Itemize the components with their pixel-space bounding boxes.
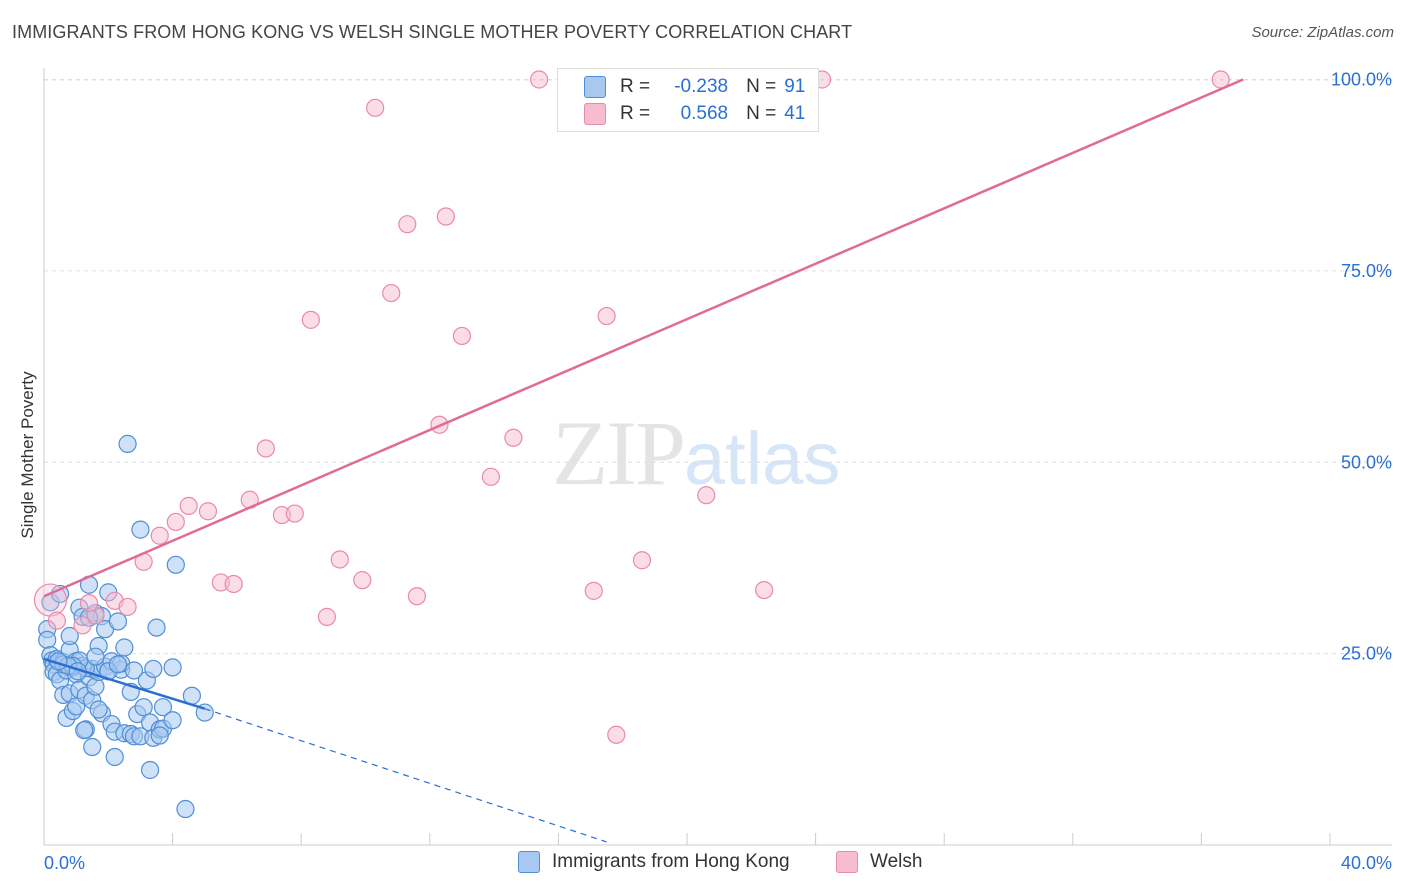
point-hong-kong [105,747,124,767]
point-welsh [632,551,652,570]
series-welsh-points [33,70,1230,744]
legend-r-label: R = [620,103,651,124]
point-hong-kong [144,659,163,679]
point-welsh [198,502,218,521]
point-welsh [407,587,427,606]
legend-n-value: 91 [784,76,806,97]
point-welsh [224,574,243,594]
point-welsh [607,725,626,744]
point-welsh [366,98,385,117]
trend-line-hong-kong [43,657,206,710]
point-hong-kong [124,661,144,680]
trend-lines [43,78,1244,843]
bottom-legend-hong-kong[interactable]: Immigrants from Hong Kong [518,851,790,873]
point-hong-kong [60,626,79,646]
tick-labels: 25.0% 50.0% 75.0% 100.0% 0.0% 40.0% [44,70,1392,874]
point-welsh [256,439,275,458]
point-welsh [301,310,320,329]
y-tick-label: 100.0% [1331,70,1392,90]
point-hong-kong [38,630,57,649]
correlation-legend: R = -0.238 N = 91 R = 0.568 N = 41 [557,68,819,132]
point-hong-kong [163,711,182,730]
bottom-legend-label: Welsh [870,851,923,872]
point-welsh [317,607,337,626]
point-welsh [118,597,137,617]
gridlines [44,79,1392,655]
point-welsh [382,283,401,303]
point-hong-kong [83,737,102,757]
legend-swatch-pink [584,103,606,125]
point-hong-kong [108,655,128,674]
y-tick-label: 50.0% [1341,452,1392,472]
y-tick-label: 25.0% [1341,644,1392,664]
y-axis-label: Single Mother Poverty [18,371,37,539]
point-welsh [285,504,304,523]
point-welsh [330,550,349,569]
legend-row-hong-kong: R = -0.238 N = 91 [584,74,805,100]
point-hong-kong [108,612,128,631]
point-welsh [398,215,417,234]
legend-n-label: N = [746,103,777,124]
point-welsh [755,580,774,600]
series-hong-kong-points [38,434,214,819]
legend-row-welsh: R = 0.568 N = 41 [584,101,805,127]
point-hong-kong [153,698,173,717]
point-welsh [150,526,169,545]
point-hong-kong [89,700,108,719]
bottom-legend-swatch-blue [518,851,540,873]
y-tick-label: 75.0% [1341,261,1392,281]
point-welsh [73,616,92,635]
bottom-legend-label: Immigrants from Hong Kong [552,851,790,872]
point-welsh [584,581,603,600]
point-welsh [697,486,716,505]
x-tick-label-max: 40.0% [1341,853,1392,873]
watermark-zip: ZIP [552,402,686,504]
point-hong-kong [118,434,137,453]
point-hong-kong [86,647,105,666]
point-welsh [166,512,185,532]
point-welsh [452,326,472,346]
point-welsh [504,428,523,447]
point-hong-kong [131,520,150,539]
point-hong-kong [150,726,169,745]
legend-r-label: R = [620,76,651,97]
point-hong-kong [115,638,134,657]
trend-line-hong-kong-extension [204,708,607,843]
point-welsh [47,611,66,630]
legend-n-value: 41 [784,103,806,124]
trend-line-welsh [43,78,1244,598]
bottom-legend-welsh[interactable]: Welsh [836,851,922,873]
legend-n-label: N = [746,76,777,97]
point-hong-kong [166,555,185,574]
point-hong-kong [140,760,160,780]
point-welsh [353,571,372,590]
point-hong-kong [163,658,182,677]
point-hong-kong [147,618,166,637]
point-welsh [530,70,549,89]
point-welsh [436,207,455,226]
point-welsh [481,467,500,486]
watermark-atlas: atlas [684,417,841,500]
legend-r-value: 0.568 [680,103,729,124]
point-hong-kong [75,721,94,740]
legend-swatch-blue [584,76,606,98]
legend-r-value: -0.238 [674,76,729,97]
point-hong-kong [134,698,153,717]
point-welsh [597,306,616,326]
axes [43,68,1392,846]
point-welsh [79,594,99,613]
x-tick-label-min: 0.0% [44,853,85,873]
watermark: ZIPatlas [552,400,840,506]
source-label: Source: ZipAtlas.com [1251,24,1394,41]
chart-title: IMMIGRANTS FROM HONG KONG VS WELSH SINGL… [12,22,853,42]
point-hong-kong [176,799,195,819]
bottom-legend-swatch-pink [836,851,858,873]
point-welsh [179,496,198,515]
